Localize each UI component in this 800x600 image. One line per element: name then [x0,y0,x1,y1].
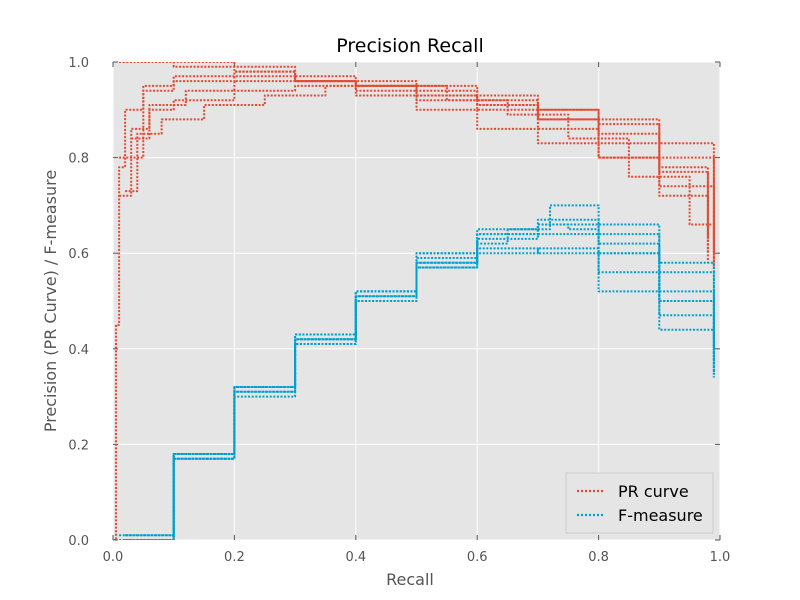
x-tick-label: 0.2 [224,550,245,565]
x-tick-label: 0.6 [467,550,488,565]
series-curve [119,62,715,239]
y-tick-label: 0.0 [68,534,89,549]
x-tick-label: 0.8 [588,550,609,565]
chart-title: Precision Recall [336,35,484,57]
legend-label-pr-curve: PR curve [618,482,689,501]
series-curve [131,80,715,254]
axis-ticks [112,61,721,541]
y-tick-label: 0.8 [68,152,89,167]
series-curve [119,75,709,239]
x-tick-label: 1.0 [710,550,731,565]
y-tick-label: 0.4 [68,343,89,358]
series-layer [113,62,715,540]
legend: PR curve F-measure [565,472,714,534]
legend-label-f-measure: F-measure [618,506,703,525]
x-axis-label: Recall [386,570,434,589]
y-axis-label: Precision (PR Curve) / F-measure [41,170,60,432]
y-tick-label: 0.2 [68,438,89,453]
series-f-measure [119,204,715,540]
series-curve [125,84,715,273]
legend-box [565,472,714,534]
tick-labels: 0.0 0.2 0.4 0.6 0.8 1.0 0.0 0.2 0.4 0.6 0.8 1.0 [68,56,730,565]
x-tick-label: 0.0 [103,550,124,565]
y-tick-label: 0.6 [68,247,89,262]
x-tick-label: 0.4 [345,550,366,565]
series-curve [119,218,715,540]
y-tick-label: 1.0 [68,56,89,71]
series-pr-curve [113,62,715,540]
